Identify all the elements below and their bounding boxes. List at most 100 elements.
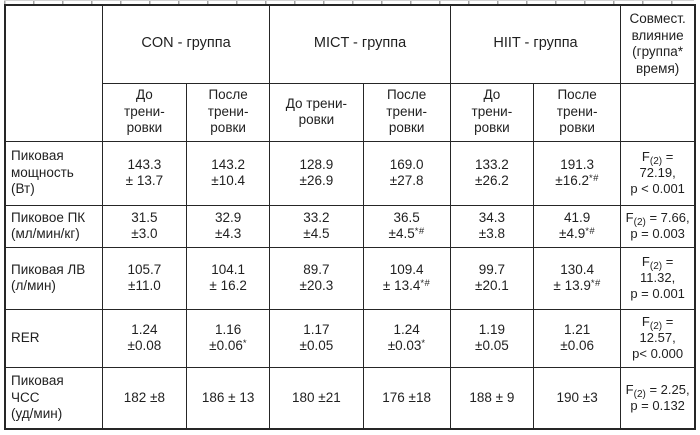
f-df-subscript: (2) xyxy=(649,320,663,332)
data-cell: 190 ±3 xyxy=(532,366,622,430)
cell-value: 109.4 xyxy=(389,261,424,277)
f-symbol: F xyxy=(625,209,634,225)
f-symbol: F xyxy=(641,313,650,329)
data-cell: 169.0 ±27.8 xyxy=(362,140,451,206)
data-cell: 182 ±8 xyxy=(101,366,188,430)
data-cell: 186 ± 13 xyxy=(185,366,271,430)
cell-value: 34.3 xyxy=(478,209,506,225)
f-symbol: F xyxy=(641,253,650,269)
f-value: = 2.25, xyxy=(645,381,690,397)
p-value: p = 0.001 xyxy=(630,286,685,302)
cell-sd: ±0.05 xyxy=(299,338,334,353)
cell-value: 41.9 xyxy=(563,209,591,225)
data-cell: 104.1 ± 16.2 xyxy=(185,246,271,310)
cell-sd: ±4.9*# xyxy=(559,226,596,241)
significance-marker: *# xyxy=(414,226,425,237)
row-label: Пиковое ПК (мл/мин/кг) xyxy=(4,204,103,248)
subheader-mict-pre: До трени- ровки xyxy=(269,82,364,142)
data-cell: 32.9 ±4.3 xyxy=(185,204,271,248)
row-label: RER xyxy=(4,308,103,368)
subheader-con-post: После трени- ровки xyxy=(185,82,271,142)
data-cell: 130.4 ± 13.9*# xyxy=(532,246,622,310)
data-cell: 1.24 ±0.03* xyxy=(362,308,451,368)
cell-value: 169.0 xyxy=(389,156,424,172)
subheader-hiit-post: После трени- ровки xyxy=(532,82,622,142)
cell-value: 33.2 xyxy=(303,209,330,225)
data-cell: 143.3 ± 13.7 xyxy=(101,140,188,206)
cell-sd: ±16.2*# xyxy=(555,173,599,188)
f-value: = 72.19, xyxy=(639,148,676,180)
data-cell: 1.16 ±0.06* xyxy=(185,308,271,368)
table-row-peak-vo2: Пиковое ПК (мл/мин/кг) 31.5 ±3.0 32.9 ±4.3… xyxy=(4,204,696,248)
data-cell: 128.9 ±26.9 xyxy=(269,140,364,206)
f-stat-cell: F(2) = 7.66, p = 0.003 xyxy=(620,204,696,248)
cell-sd: ±3.0 xyxy=(131,226,158,241)
cell-value: 190 ±3 xyxy=(556,389,598,405)
cell-sd: ± 13.7 xyxy=(125,173,164,188)
cell-sd: ±26.9 xyxy=(299,173,334,188)
f-df-subscript: (2) xyxy=(633,388,646,400)
cell-sd: ±20.3 xyxy=(299,278,334,293)
f-stat-cell: F(2) = 11.32, p = 0.001 xyxy=(620,246,696,310)
data-cell: 105.7 ±11.0 xyxy=(101,246,188,310)
cell-sd: ±0.06 xyxy=(560,338,594,353)
group-header-row: CON - группа MICT - группа HIIT - группа… xyxy=(4,4,696,142)
cropped-row-remnant xyxy=(4,0,694,4)
joint-effect-empty-cell xyxy=(620,82,696,142)
f-value: = 12.57, xyxy=(639,313,676,345)
f-value: = 11.32, xyxy=(640,253,676,285)
subheader-hiit-pre: До трени- ровки xyxy=(449,82,535,142)
cell-value: 143.3 xyxy=(127,156,162,172)
f-symbol: F xyxy=(641,148,650,164)
significance-marker: *# xyxy=(590,278,601,289)
data-cell: 176 ±18 xyxy=(362,366,451,430)
cell-value: 36.5 xyxy=(393,209,420,225)
cell-sd: ±20.1 xyxy=(475,278,509,293)
cell-value: 128.9 xyxy=(299,156,334,172)
significance-marker: * xyxy=(421,338,426,349)
data-cell: 31.5 ±3.0 xyxy=(101,204,188,248)
cell-value: 1.21 xyxy=(563,321,591,337)
cell-value: 32.9 xyxy=(214,209,242,225)
f-stat-cell: F(2) = 12.57, p< 0.000 xyxy=(620,308,696,368)
data-cell: 33.2 ±4.5 xyxy=(269,204,364,248)
cell-value: 104.1 xyxy=(211,261,246,277)
group-header-hiit: HIIT - группа xyxy=(449,4,622,84)
table-row-peak-ve: Пиковая ЛВ (л/мин) 105.7 ±11.0 104.1 ± 16.… xyxy=(4,246,696,310)
data-cell: 1.17 ±0.05 xyxy=(269,308,364,368)
data-cell: 89.7 ±20.3 xyxy=(269,246,364,310)
significance-marker: *# xyxy=(588,173,599,184)
f-df-subscript: (2) xyxy=(649,155,663,167)
table-row-rer: RER 1.24 ±0.08 1.16 ±0.06* 1.17 ±0.05 1.24 ±… xyxy=(4,308,696,368)
group-header-con: CON - группа xyxy=(101,4,271,84)
f-df-subscript: (2) xyxy=(633,216,646,228)
f-value: = 7.66, xyxy=(645,209,690,225)
cell-sd: ±4.5*# xyxy=(388,226,425,241)
cell-value: 1.24 xyxy=(393,321,420,337)
table-row-peak-power: Пиковая мощность (Вт) 143.3 ± 13.7 143.2 ±… xyxy=(4,140,696,206)
table-row-peak-hr: Пиковая ЧСС (уд/мин) 182 ±8 186 ± 13 180… xyxy=(4,366,696,430)
cell-value: 143.2 xyxy=(211,156,246,172)
cell-value: 1.19 xyxy=(478,321,506,337)
row-label: Пиковая ЧСС (уд/мин) xyxy=(4,366,103,430)
cell-value: 188 ± 9 xyxy=(469,389,515,405)
data-cell: 191.3 ±16.2*# xyxy=(532,140,622,206)
cell-sd: ±0.05 xyxy=(475,338,509,353)
cell-value: 180 ±21 xyxy=(292,389,341,405)
cell-value: 89.7 xyxy=(303,261,330,277)
cell-value: 176 ±18 xyxy=(382,389,431,405)
cell-sd: ± 16.2 xyxy=(209,278,247,293)
f-df-subscript: (2) xyxy=(649,260,663,272)
f-stat-cell: F(2) = 2.25, p = 0.132 xyxy=(620,366,696,430)
significance-marker: *# xyxy=(585,226,596,237)
data-cell: 143.2 ±10.4 xyxy=(185,140,271,206)
cell-sd: ±11.0 xyxy=(128,278,161,293)
data-cell: 36.5 ±4.5*# xyxy=(362,204,451,248)
data-cell: 1.19 ±0.05 xyxy=(449,308,535,368)
cell-value: 130.4 xyxy=(560,261,595,277)
data-cell: 1.21 ±0.06 xyxy=(532,308,622,368)
cell-sd: ±0.08 xyxy=(127,338,162,353)
data-cell: 34.3 ±3.8 xyxy=(449,204,535,248)
cell-value: 105.7 xyxy=(127,261,162,277)
